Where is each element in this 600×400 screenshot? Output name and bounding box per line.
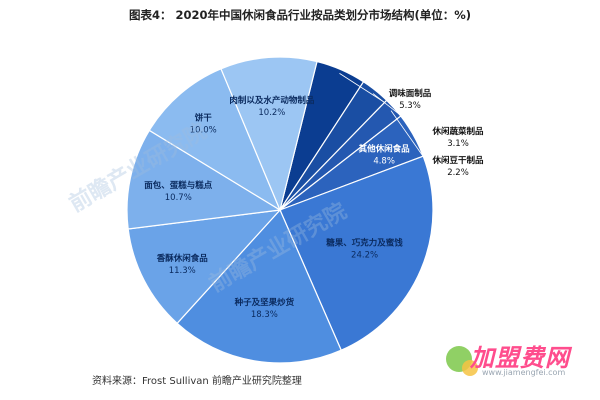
pie-slice-8 xyxy=(126,129,282,230)
slice-label-4: 其他休闲食品 xyxy=(359,144,411,155)
slice-value-4: 4.8% xyxy=(373,157,395,167)
slice-value-8: 10.7% xyxy=(165,193,192,203)
slice-label-8: 面包、蛋糕与糕点 xyxy=(144,180,213,191)
slice-label-5: 糖果、巧克力及蜜饯 xyxy=(326,238,403,249)
slice-value-6: 18.3% xyxy=(251,310,278,320)
slice-label-3: 休闲豆干制品 xyxy=(431,155,484,166)
leader-line-2 xyxy=(372,93,433,141)
slice-value-10: 10.2% xyxy=(258,108,285,118)
slice-label-9: 饼干 xyxy=(195,113,213,124)
watermark-logo-yellow xyxy=(462,360,478,376)
pie-slice-5 xyxy=(279,155,434,352)
pie-slice-10 xyxy=(220,56,318,212)
slice-label-2: 休闲蔬菜制品 xyxy=(431,126,484,137)
slice-label-1: 调味面制品 xyxy=(389,88,432,99)
pie-slice-6 xyxy=(176,208,343,364)
slice-value-2: 3.1% xyxy=(447,139,469,149)
chart-title: 图表4： 2020年中国休闲食品行业按品类划分市场结构(单位：%) xyxy=(128,8,472,22)
watermark-url: www.jiamengfei.com xyxy=(482,368,566,377)
leader-line-3 xyxy=(390,110,433,170)
leader-lines xyxy=(339,73,433,170)
slice-value-9: 10.0% xyxy=(190,126,217,136)
watermark-brand: 加盟费网 xyxy=(470,344,570,372)
pie-slice-9 xyxy=(148,68,282,212)
leader-line-1 xyxy=(339,73,385,103)
slice-labels: 调味面制品 5.3% 休闲蔬菜制品 3.1% 休闲豆干制品 2.2% 其他休闲食品 4.8% 糖… xyxy=(144,88,484,320)
slice-value-7: 11.3% xyxy=(169,266,196,276)
pie-slice-7 xyxy=(127,209,282,325)
slice-label-7: 香酥休闲食品 xyxy=(156,253,209,264)
slice-label-10: 肉制以及水产动物制品 xyxy=(229,95,315,106)
slice-value-3: 2.2% xyxy=(447,168,469,178)
pie-slices xyxy=(126,56,434,364)
source-note: 资料来源：Frost Sullivan 前瞻产业研究院整理 xyxy=(92,376,302,387)
slice-value-1: 5.3% xyxy=(399,101,421,111)
slice-value-5: 24.2% xyxy=(351,251,378,261)
slice-label-6: 种子及坚果炒货 xyxy=(234,297,295,308)
